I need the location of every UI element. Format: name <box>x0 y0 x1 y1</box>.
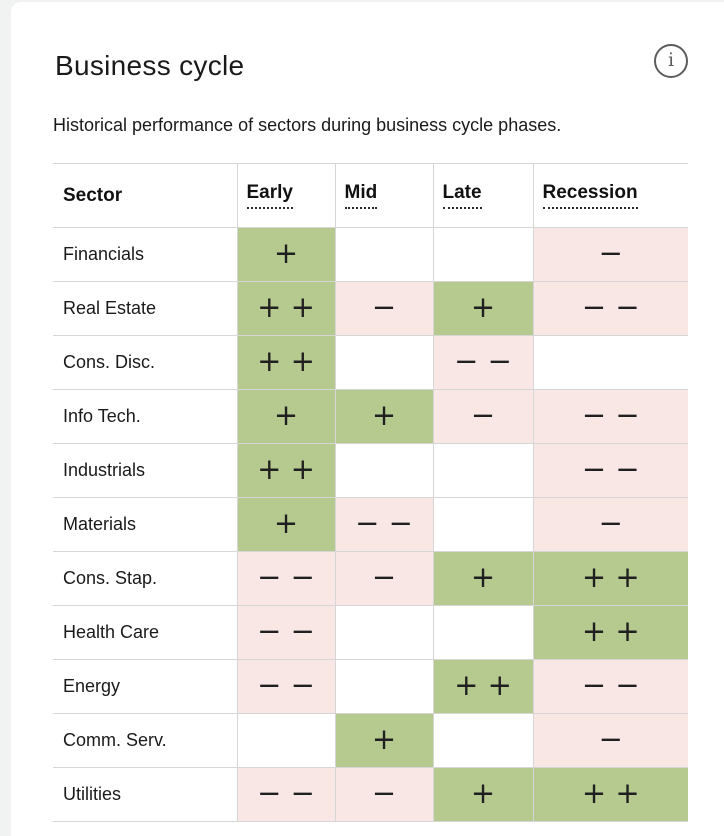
cell-materials-late <box>432 497 533 552</box>
cell-health-care-late <box>432 605 533 660</box>
table-body: Financials + − Real Estate + + − + − − Cons. Dis… <box>53 227 688 822</box>
table-header: Sector Early Mid Late Recession <box>53 163 688 228</box>
cell-industrials-late <box>432 443 533 498</box>
page-title: Business cycle <box>55 50 245 81</box>
table-row-financials: Financials + − <box>53 227 688 282</box>
cell-utilities-recession: + + <box>532 767 688 822</box>
cell-info-tech-mid: + <box>334 389 433 444</box>
cell-health-care-recession: + + <box>532 605 688 660</box>
cell-cons-disc-late: − − <box>432 335 533 390</box>
cell-financials-recession: − <box>532 227 688 282</box>
sector-label-energy: Energy <box>53 659 237 714</box>
table-row-info-tech: Info Tech. + + − − − <box>53 389 688 444</box>
cell-info-tech-recession: − − <box>532 389 688 444</box>
header-row: Sector Early Mid Late Recession <box>53 163 688 228</box>
info-icon: i <box>667 49 675 71</box>
sector-label-cons-stap: Cons. Stap. <box>53 551 237 606</box>
cell-utilities-late: + <box>432 767 533 822</box>
cell-real-estate-late: + <box>432 281 533 336</box>
cell-industrials-recession: − − <box>532 443 688 498</box>
cell-utilities-early: − − <box>236 767 335 822</box>
table-row-utilities: Utilities − − − + + + <box>53 767 688 822</box>
column-header-late[interactable]: Late <box>432 163 533 228</box>
sector-label-utilities: Utilities <box>53 767 237 822</box>
cell-comm-serv-late <box>432 713 533 768</box>
cell-comm-serv-early <box>236 713 335 768</box>
cell-industrials-early: + + <box>236 443 335 498</box>
cell-info-tech-early: + <box>236 389 335 444</box>
table-row-cons-disc: Cons. Disc. + + − − <box>53 335 688 390</box>
table-row-energy: Energy − − + + − − <box>53 659 688 714</box>
business-cycle-table-container: Sector Early Mid Late Recession Financials + −… <box>53 163 688 822</box>
cell-energy-recession: − − <box>532 659 688 714</box>
cell-energy-early: − − <box>236 659 335 714</box>
cell-cons-stap-mid: − <box>334 551 433 606</box>
cell-financials-early: + <box>236 227 335 282</box>
cell-energy-mid <box>334 659 433 714</box>
cell-financials-mid <box>334 227 433 282</box>
cell-utilities-mid: − <box>334 767 433 822</box>
cell-comm-serv-recession: − <box>532 713 688 768</box>
column-header-label: Early <box>246 182 293 209</box>
cell-financials-late <box>432 227 533 282</box>
sector-label-comm-serv: Comm. Serv. <box>53 713 237 768</box>
sector-label-cons-disc: Cons. Disc. <box>53 335 237 390</box>
table-row-comm-serv: Comm. Serv. + − <box>53 713 688 768</box>
sector-label-industrials: Industrials <box>53 443 237 498</box>
cell-info-tech-late: − <box>432 389 533 444</box>
cell-industrials-mid <box>334 443 433 498</box>
cell-health-care-early: − − <box>236 605 335 660</box>
sector-label-info-tech: Info Tech. <box>53 389 237 444</box>
column-header-early[interactable]: Early <box>236 163 335 228</box>
cell-real-estate-early: + + <box>236 281 335 336</box>
table-row-real-estate: Real Estate + + − + − − <box>53 281 688 336</box>
column-header-label: Mid <box>344 182 378 209</box>
cell-materials-mid: − − <box>334 497 433 552</box>
cell-cons-stap-recession: + + <box>532 551 688 606</box>
table-row-cons-stap: Cons. Stap. − − − + + + <box>53 551 688 606</box>
sector-label-materials: Materials <box>53 497 237 552</box>
sector-label-real-estate: Real Estate <box>53 281 237 336</box>
cell-materials-early: + <box>236 497 335 552</box>
cell-materials-recession: − <box>532 497 688 552</box>
column-header-label: Recession <box>542 182 638 209</box>
cell-cons-disc-early: + + <box>236 335 335 390</box>
table-row-health-care: Health Care − − + + <box>53 605 688 660</box>
sector-label-financials: Financials <box>53 227 237 282</box>
sector-performance-table: Sector Early Mid Late Recession Financials + −… <box>53 163 688 822</box>
table-row-industrials: Industrials + + − − <box>53 443 688 498</box>
column-header-label: Late <box>442 182 482 209</box>
cell-energy-late: + + <box>432 659 533 714</box>
sector-label-health-care: Health Care <box>53 605 237 660</box>
cell-cons-stap-late: + <box>432 551 533 606</box>
cell-comm-serv-mid: + <box>334 713 433 768</box>
cell-real-estate-mid: − <box>334 281 433 336</box>
cell-real-estate-recession: − − <box>532 281 688 336</box>
cell-cons-stap-early: − − <box>236 551 335 606</box>
subtitle: Historical performance of sectors during… <box>53 115 562 135</box>
column-header-recession[interactable]: Recession <box>532 163 688 228</box>
cell-cons-disc-recession <box>532 335 688 390</box>
cell-cons-disc-mid <box>334 335 433 390</box>
table-row-materials: Materials + − − − <box>53 497 688 552</box>
column-header-label: Sector <box>63 184 123 206</box>
cell-health-care-mid <box>334 605 433 660</box>
column-header-sector: Sector <box>53 163 237 228</box>
column-header-mid[interactable]: Mid <box>334 163 433 228</box>
info-button[interactable]: i <box>654 44 688 78</box>
